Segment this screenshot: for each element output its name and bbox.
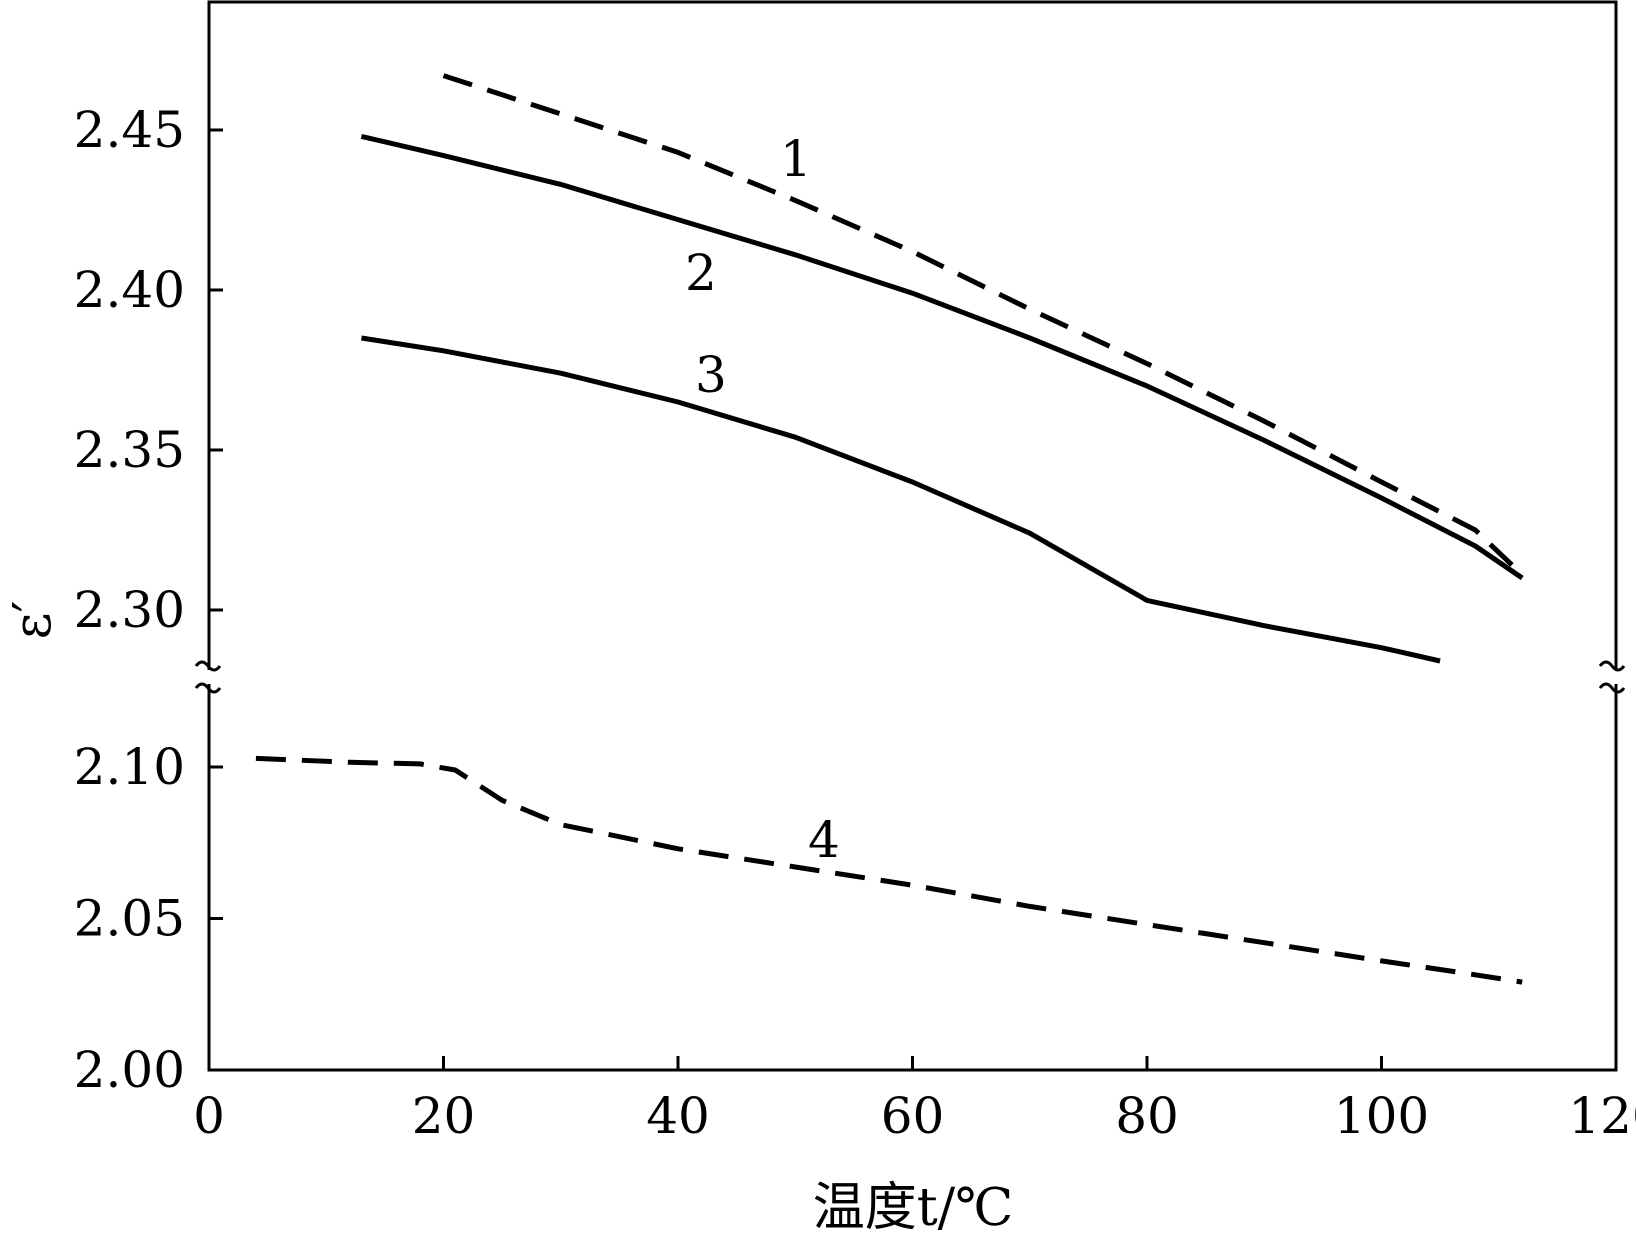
x-tick-label: 100 [1334,1087,1429,1145]
series-label-1: 1 [780,130,812,188]
y-tick-label: 2.40 [74,261,185,319]
series-label-3: 3 [695,346,727,404]
x-axis: 0 20 40 60 80 100 120 [193,1056,1636,1145]
y-axis-break-left [194,660,222,694]
y-tick-label: 2.45 [74,101,185,159]
x-tick-label: 0 [193,1087,225,1145]
x-axis-title: 温度t/℃ [813,1178,1014,1236]
series-line-4 [255,755,1523,985]
y-axis-title: ε′ [3,601,63,640]
y-tick-label: 2.05 [74,890,185,948]
y-axis: 2.00 2.05 2.10 2.30 2.35 2.40 2.45 [74,101,223,1099]
series-line-2 [360,133,1524,581]
x-tick-label: 60 [881,1087,945,1145]
x-tick-label: 40 [646,1087,710,1145]
series-line-3 [361,335,1441,664]
y-tick-label: 2.10 [74,738,185,796]
y-tick-label: 2.30 [74,581,185,639]
series-lines [255,73,1524,985]
x-tick-label: 80 [1115,1087,1179,1145]
plot-frame [207,0,1618,1072]
series-label-4: 4 [808,811,840,869]
x-tick-label: 120 [1568,1087,1636,1145]
series-label-2: 2 [685,244,717,302]
y-tick-label: 2.35 [74,421,185,479]
x-tick-label: 20 [412,1087,476,1145]
y-tick-label: 2.00 [74,1041,185,1099]
series-line-1 [442,73,1524,577]
y-axis-break-right [1598,660,1626,694]
